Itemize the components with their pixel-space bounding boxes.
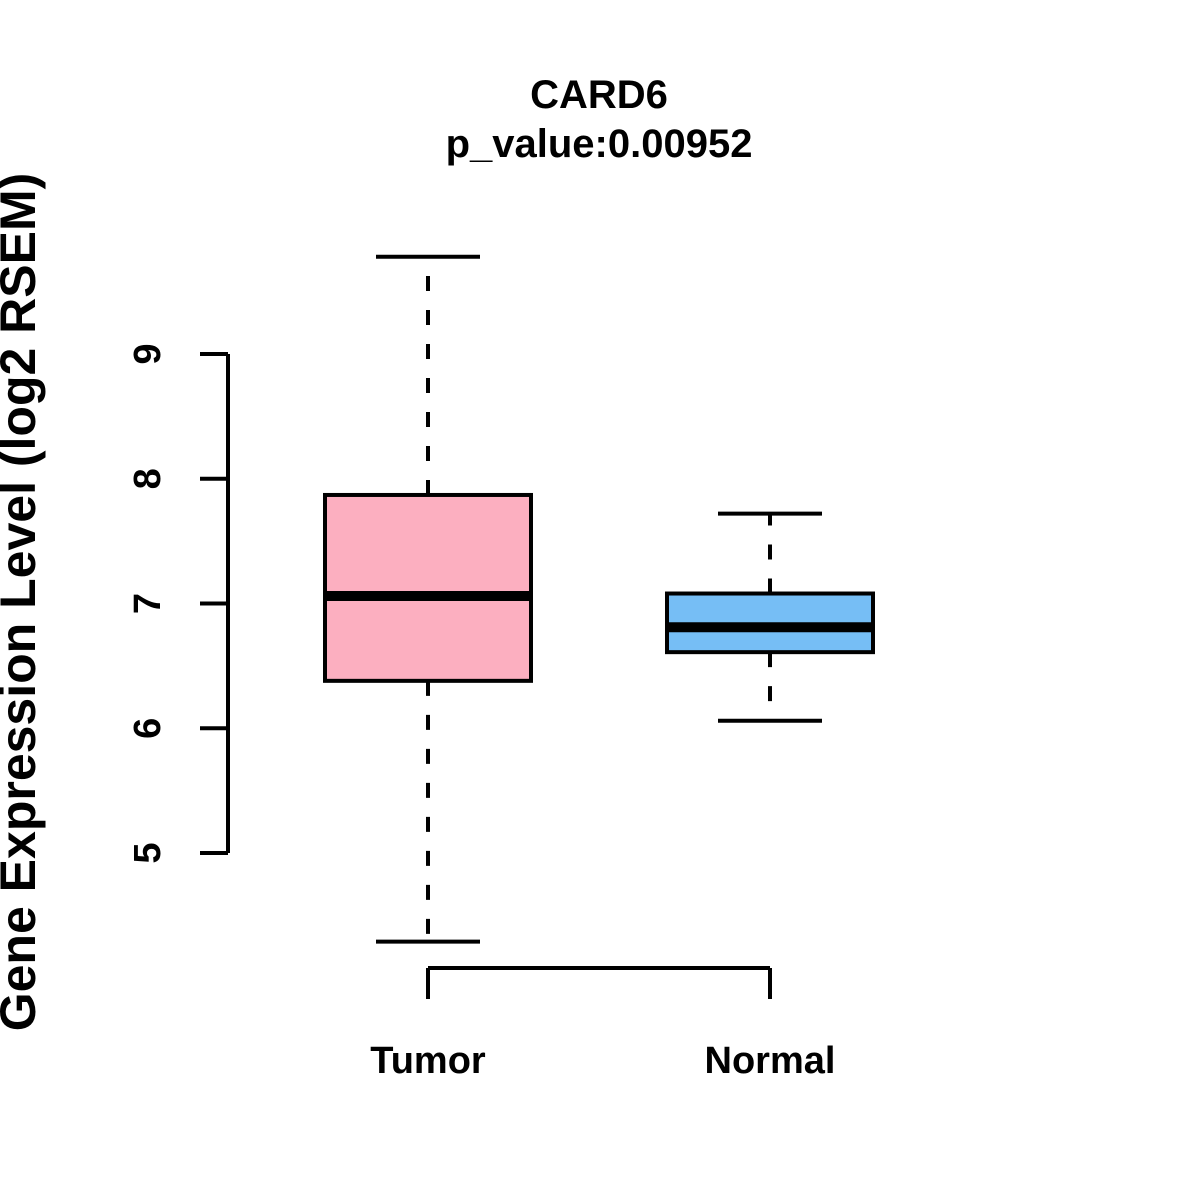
chart-title: CARD6 [530,73,668,117]
y-axis-tick-label: 8 [127,468,169,489]
axes: 5 6 7 8 9 [127,343,772,999]
box-group-normal [665,511,875,723]
box-group-tumor [323,254,533,944]
category-label: Tumor [370,1040,486,1082]
y-axis-tick-label: 9 [127,343,169,364]
y-axis-tick-label: 5 [127,842,169,863]
y-axis-label: Gene Expression Level (log2 RSEM) [0,173,46,1032]
y-axis-tick-label: 6 [127,718,169,739]
chart-subtitle: p_value:0.00952 [446,122,753,166]
y-axis-tick-label: 7 [127,593,169,614]
iqr-box [323,492,533,683]
box-series [323,254,875,944]
category-labels: Tumor Normal [370,1040,835,1082]
category-label: Normal [705,1040,836,1082]
